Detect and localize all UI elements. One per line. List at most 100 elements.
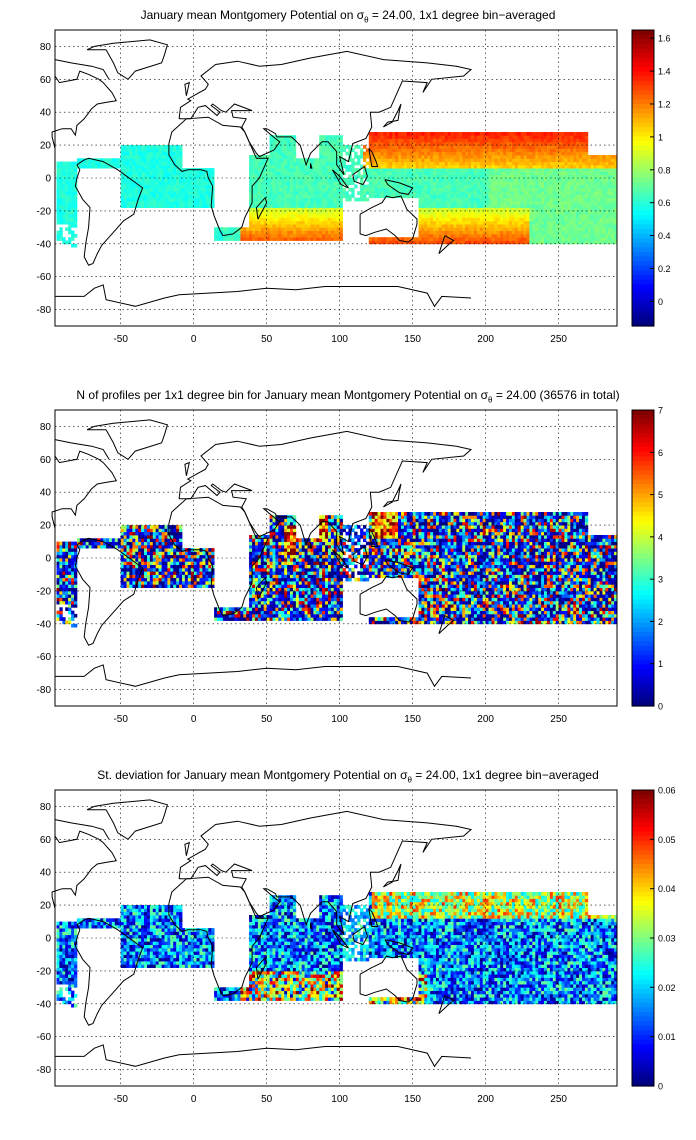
data-cell	[144, 151, 148, 156]
data-cell	[544, 132, 548, 136]
data-cell	[462, 138, 466, 143]
data-cell	[544, 141, 548, 146]
data-cell	[541, 233, 545, 238]
data-cell	[476, 161, 481, 166]
data-cell	[471, 138, 475, 143]
data-cell	[292, 224, 297, 228]
data-cell	[570, 237, 574, 241]
data-cell	[523, 178, 527, 182]
data-cell	[611, 240, 615, 245]
data-cell	[68, 541, 72, 546]
data-cell	[430, 168, 434, 172]
data-cell	[301, 174, 305, 179]
data-cell	[485, 220, 489, 225]
data-cell	[497, 197, 501, 202]
data-cell	[590, 181, 594, 185]
data-cell	[307, 184, 311, 189]
data-cell	[345, 168, 349, 172]
data-cell	[328, 161, 332, 166]
data-cell	[339, 194, 343, 199]
data-cell	[444, 138, 449, 143]
data-cell	[579, 158, 583, 162]
data-cell	[430, 148, 434, 153]
data-cell	[555, 138, 559, 143]
data-cell	[526, 138, 530, 143]
data-cell	[570, 145, 574, 149]
data-cell	[179, 197, 183, 202]
data-cell	[257, 181, 262, 185]
data-cell	[97, 541, 101, 546]
data-cell	[526, 148, 530, 153]
data-cell	[71, 617, 75, 621]
data-cell	[59, 194, 63, 199]
data-cell	[450, 194, 454, 199]
data-cell	[126, 544, 130, 549]
data-cell	[576, 194, 580, 199]
data-cell	[266, 237, 270, 241]
data-cell	[144, 538, 148, 542]
data-cell	[462, 168, 466, 172]
data-cell	[558, 191, 562, 195]
data-cell	[152, 531, 157, 536]
data-cell	[371, 171, 376, 176]
data-cell	[147, 577, 151, 582]
data-cell	[155, 158, 159, 162]
data-cell	[573, 194, 577, 199]
data-cell	[441, 230, 446, 235]
data-cell	[132, 541, 136, 546]
data-cell	[401, 184, 405, 189]
data-cell	[386, 184, 390, 189]
data-cell	[412, 138, 416, 143]
coastline-13	[255, 196, 268, 220]
data-cell	[322, 214, 326, 218]
data-cell	[392, 187, 396, 192]
data-cell	[234, 230, 238, 235]
data-cell	[401, 174, 405, 179]
data-cell	[228, 233, 232, 238]
data-cell	[111, 544, 116, 549]
data-cell	[500, 158, 504, 162]
data-cell	[170, 145, 174, 149]
data-cell	[605, 220, 609, 225]
data-cell	[482, 161, 486, 166]
data-cell	[436, 191, 440, 195]
data-cell	[473, 184, 478, 189]
data-cell	[576, 184, 580, 189]
data-cell	[290, 224, 294, 228]
data-cell	[68, 204, 72, 208]
data-cell	[249, 194, 253, 199]
data-cell	[406, 174, 411, 179]
data-cell	[272, 197, 276, 202]
data-cell	[71, 178, 75, 182]
data-cell	[269, 151, 273, 156]
data-cell	[138, 554, 142, 559]
data-cell	[491, 220, 495, 225]
data-cell	[555, 191, 559, 195]
data-cell	[304, 197, 308, 202]
data-cell	[365, 161, 370, 166]
data-cell	[62, 191, 66, 195]
data-cell	[564, 210, 568, 215]
data-cell	[430, 237, 434, 241]
colorbar-segment	[632, 233, 654, 239]
data-cell	[401, 145, 405, 149]
data-cell	[170, 204, 174, 208]
data-cell	[59, 217, 63, 222]
data-cell	[126, 181, 130, 185]
data-cell	[120, 554, 124, 559]
data-cell	[310, 191, 314, 195]
data-cell	[561, 138, 565, 143]
data-cell	[479, 168, 484, 172]
data-cell	[275, 161, 279, 166]
data-cell	[114, 164, 119, 169]
data-cell	[389, 191, 393, 195]
data-cell	[491, 158, 495, 162]
data-cell	[558, 132, 562, 136]
data-cell	[176, 155, 180, 159]
data-cell	[281, 184, 285, 189]
data-cell	[532, 174, 536, 179]
data-cell	[336, 210, 340, 215]
data-cell	[523, 204, 527, 208]
data-cell	[164, 164, 168, 169]
data-cell	[389, 135, 393, 139]
